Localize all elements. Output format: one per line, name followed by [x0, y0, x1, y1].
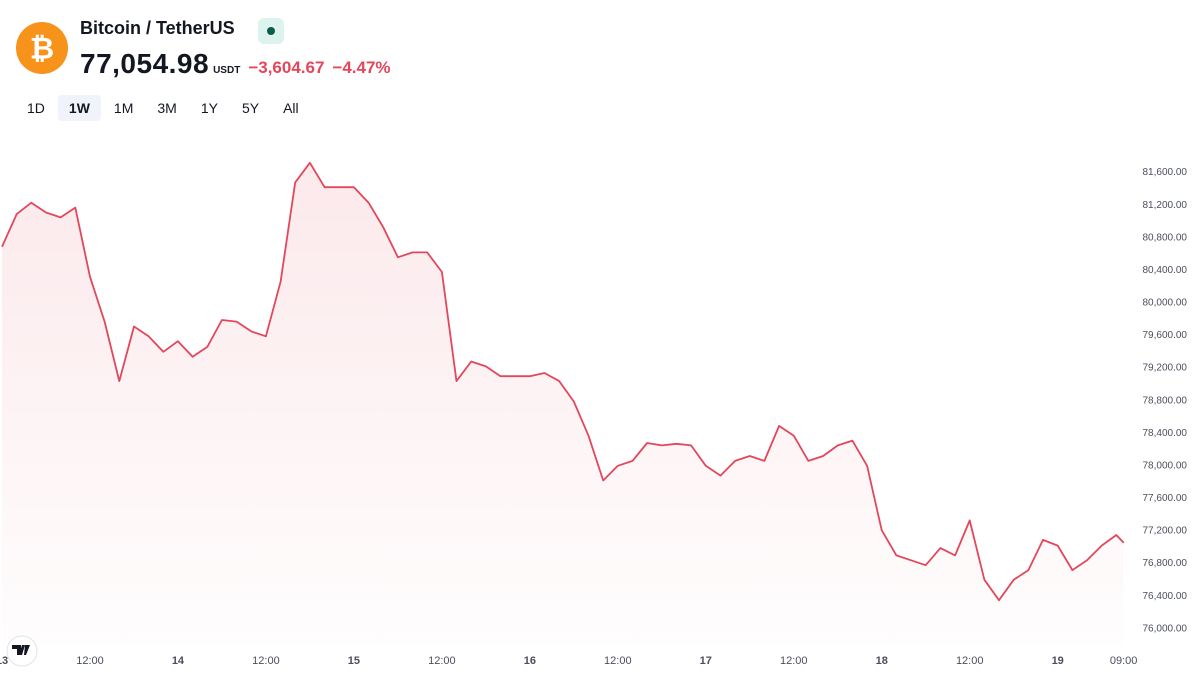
y-tick-label: 79,200.00 — [1143, 363, 1188, 374]
y-tick-label: 76,000.00 — [1143, 623, 1188, 634]
range-button[interactable]: 1M — [103, 95, 144, 121]
price-unit: USDT — [213, 65, 241, 76]
y-tick-label: 77,600.00 — [1143, 493, 1188, 504]
range-button[interactable]: 5Y — [231, 95, 270, 121]
svg-text:₿: ₿ — [30, 32, 54, 67]
x-tick-label: 12:00 — [252, 655, 280, 667]
x-tick-label: 17 — [700, 655, 712, 667]
area-fill — [2, 162, 1124, 646]
range-button[interactable]: 1Y — [190, 95, 229, 121]
market-status[interactable] — [258, 18, 284, 44]
x-tick-label: 12:00 — [956, 655, 984, 667]
range-selector: 1D 1W 1M 3M 1Y 5Y All — [16, 95, 310, 121]
price-change: −3,604.67 — [248, 58, 325, 77]
x-tick-label: 18 — [876, 655, 888, 667]
y-tick-label: 78,800.00 — [1143, 395, 1188, 406]
y-tick-label: 81,200.00 — [1143, 200, 1188, 211]
range-button[interactable]: All — [272, 95, 310, 121]
x-tick-label: 12:00 — [780, 655, 808, 667]
last-price: 77,054.98 — [80, 48, 210, 79]
range-button[interactable]: 3M — [146, 95, 187, 121]
range-button[interactable]: 1W — [57, 95, 101, 121]
y-tick-label: 77,200.00 — [1143, 526, 1188, 537]
y-tick-label: 76,400.00 — [1143, 591, 1188, 602]
x-tick-label: 09:00 — [1110, 655, 1138, 667]
x-tick-label: 16 — [524, 655, 536, 667]
price-row: 77,054.98 USDT −3,604.67 −4.47% — [80, 48, 391, 80]
x-tick-label: 13 — [0, 655, 8, 667]
tradingview-logo[interactable] — [6, 635, 38, 667]
x-tick-label: 19 — [1052, 655, 1064, 667]
y-tick-label: 80,400.00 — [1143, 265, 1188, 276]
bitcoin-icon: ₿ — [16, 22, 68, 74]
y-tick-label: 81,600.00 — [1143, 167, 1188, 178]
x-tick-label: 12:00 — [76, 655, 104, 667]
x-tick-label: 15 — [348, 655, 360, 667]
y-tick-label: 79,600.00 — [1143, 330, 1188, 341]
price-line — [1, 161, 1125, 602]
y-tick-label: 80,000.00 — [1143, 298, 1188, 309]
x-tick-label: 12:00 — [604, 655, 632, 667]
y-tick-label: 76,800.00 — [1143, 558, 1188, 569]
price-change-percent: −4.47% — [332, 58, 391, 77]
x-tick-label: 12:00 — [428, 655, 456, 667]
y-tick-label: 80,800.00 — [1143, 232, 1188, 243]
x-tick-label: 14 — [172, 655, 185, 667]
symbol-title: Bitcoin / TetherUS — [80, 18, 235, 38]
y-tick-label: 78,000.00 — [1143, 460, 1188, 471]
range-button[interactable]: 1D — [16, 95, 56, 121]
y-tick-label: 78,400.00 — [1143, 428, 1188, 439]
